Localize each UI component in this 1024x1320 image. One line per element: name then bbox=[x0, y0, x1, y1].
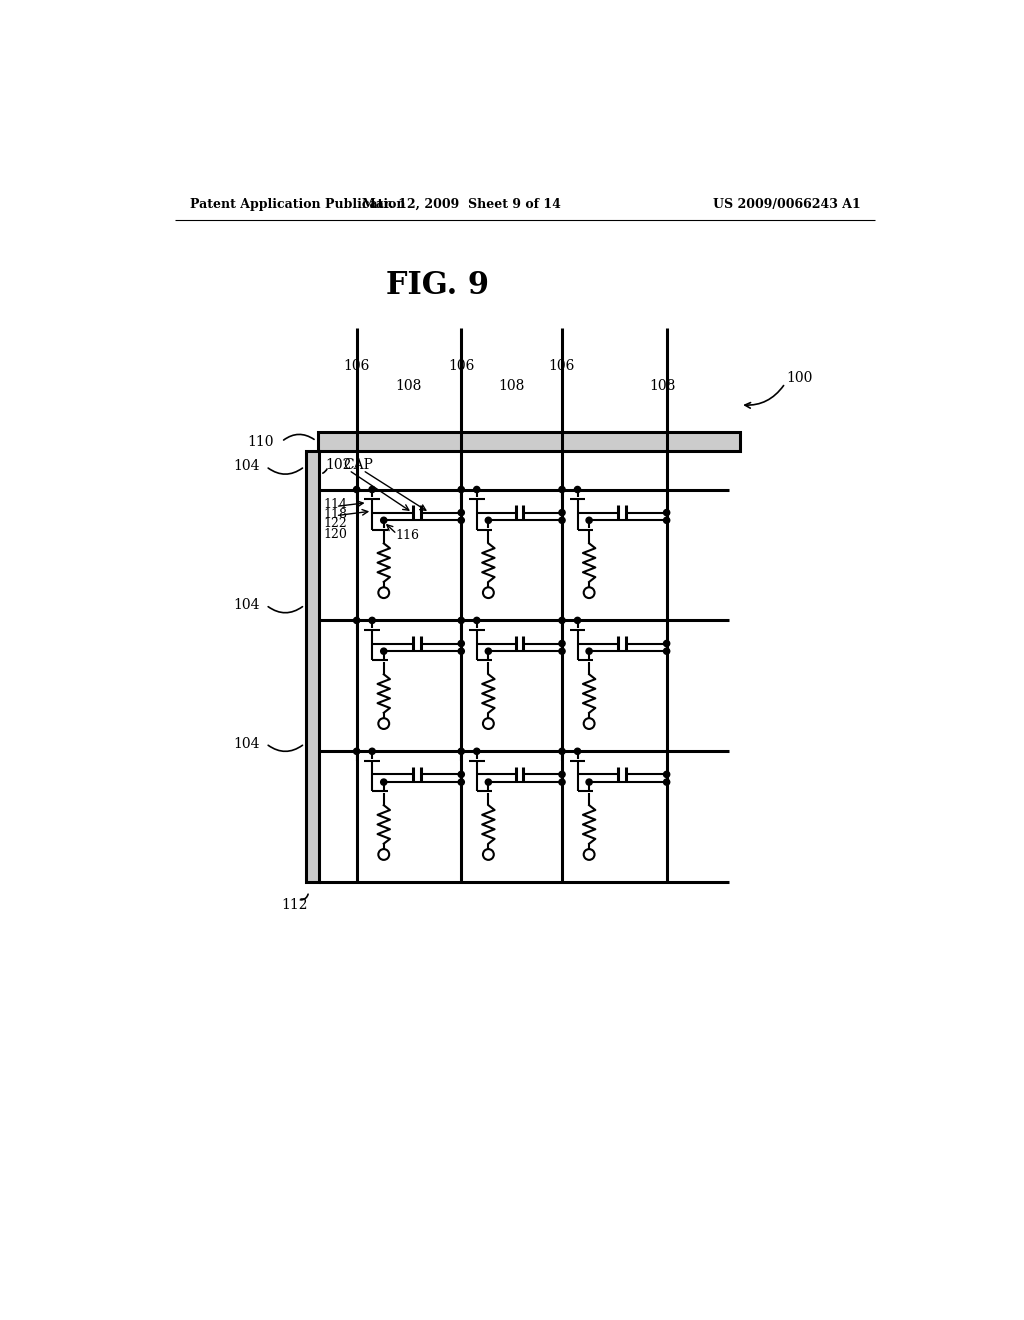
Circle shape bbox=[381, 779, 387, 785]
Text: 104: 104 bbox=[233, 737, 260, 751]
Circle shape bbox=[559, 771, 565, 777]
Circle shape bbox=[664, 640, 670, 647]
Text: 106: 106 bbox=[343, 359, 370, 374]
Circle shape bbox=[559, 779, 565, 785]
Text: 102: 102 bbox=[326, 458, 352, 471]
Circle shape bbox=[574, 618, 581, 623]
Circle shape bbox=[664, 648, 670, 655]
Circle shape bbox=[485, 648, 492, 655]
Text: 104: 104 bbox=[233, 459, 260, 474]
Text: 114: 114 bbox=[324, 499, 347, 511]
Circle shape bbox=[574, 748, 581, 755]
Bar bbox=[306, 451, 318, 882]
Text: 110: 110 bbox=[247, 434, 273, 449]
Text: 112: 112 bbox=[282, 899, 308, 912]
Bar bbox=[317, 432, 740, 451]
Circle shape bbox=[574, 486, 581, 492]
Text: 118: 118 bbox=[324, 508, 347, 520]
Text: 120: 120 bbox=[324, 528, 347, 541]
Circle shape bbox=[458, 771, 464, 777]
Circle shape bbox=[353, 618, 359, 623]
Circle shape bbox=[458, 510, 464, 516]
Circle shape bbox=[369, 618, 375, 623]
Text: 106: 106 bbox=[549, 359, 575, 374]
Circle shape bbox=[381, 648, 387, 655]
Text: Mar. 12, 2009  Sheet 9 of 14: Mar. 12, 2009 Sheet 9 of 14 bbox=[361, 198, 561, 211]
Circle shape bbox=[485, 779, 492, 785]
Text: 104: 104 bbox=[233, 598, 260, 612]
Circle shape bbox=[381, 517, 387, 524]
Text: 108: 108 bbox=[395, 379, 422, 392]
Circle shape bbox=[559, 640, 565, 647]
Circle shape bbox=[474, 618, 480, 623]
Circle shape bbox=[458, 517, 464, 524]
Circle shape bbox=[559, 618, 565, 623]
Text: FIG. 9: FIG. 9 bbox=[386, 271, 489, 301]
Circle shape bbox=[369, 748, 375, 755]
Circle shape bbox=[458, 748, 464, 755]
Circle shape bbox=[474, 486, 480, 492]
Circle shape bbox=[353, 486, 359, 492]
Text: US 2009/0066243 A1: US 2009/0066243 A1 bbox=[713, 198, 861, 211]
Circle shape bbox=[559, 648, 565, 655]
Circle shape bbox=[559, 510, 565, 516]
Text: 122: 122 bbox=[324, 517, 347, 529]
Circle shape bbox=[586, 779, 592, 785]
Circle shape bbox=[474, 748, 480, 755]
Text: 100: 100 bbox=[786, 371, 813, 385]
Text: 106: 106 bbox=[449, 359, 474, 374]
Text: 108: 108 bbox=[649, 379, 676, 392]
Circle shape bbox=[664, 510, 670, 516]
Circle shape bbox=[458, 640, 464, 647]
Circle shape bbox=[664, 779, 670, 785]
Circle shape bbox=[369, 486, 375, 492]
Circle shape bbox=[559, 486, 565, 492]
Circle shape bbox=[458, 486, 464, 492]
Circle shape bbox=[559, 517, 565, 524]
Circle shape bbox=[664, 771, 670, 777]
Circle shape bbox=[458, 648, 464, 655]
Circle shape bbox=[353, 748, 359, 755]
Circle shape bbox=[664, 517, 670, 524]
Circle shape bbox=[485, 517, 492, 524]
Circle shape bbox=[458, 618, 464, 623]
Text: 108: 108 bbox=[499, 379, 525, 392]
Circle shape bbox=[586, 648, 592, 655]
Circle shape bbox=[559, 748, 565, 755]
Text: Patent Application Publication: Patent Application Publication bbox=[190, 198, 406, 211]
Circle shape bbox=[458, 779, 464, 785]
Circle shape bbox=[586, 517, 592, 524]
Text: CAP: CAP bbox=[343, 458, 374, 471]
Text: 116: 116 bbox=[395, 529, 420, 543]
